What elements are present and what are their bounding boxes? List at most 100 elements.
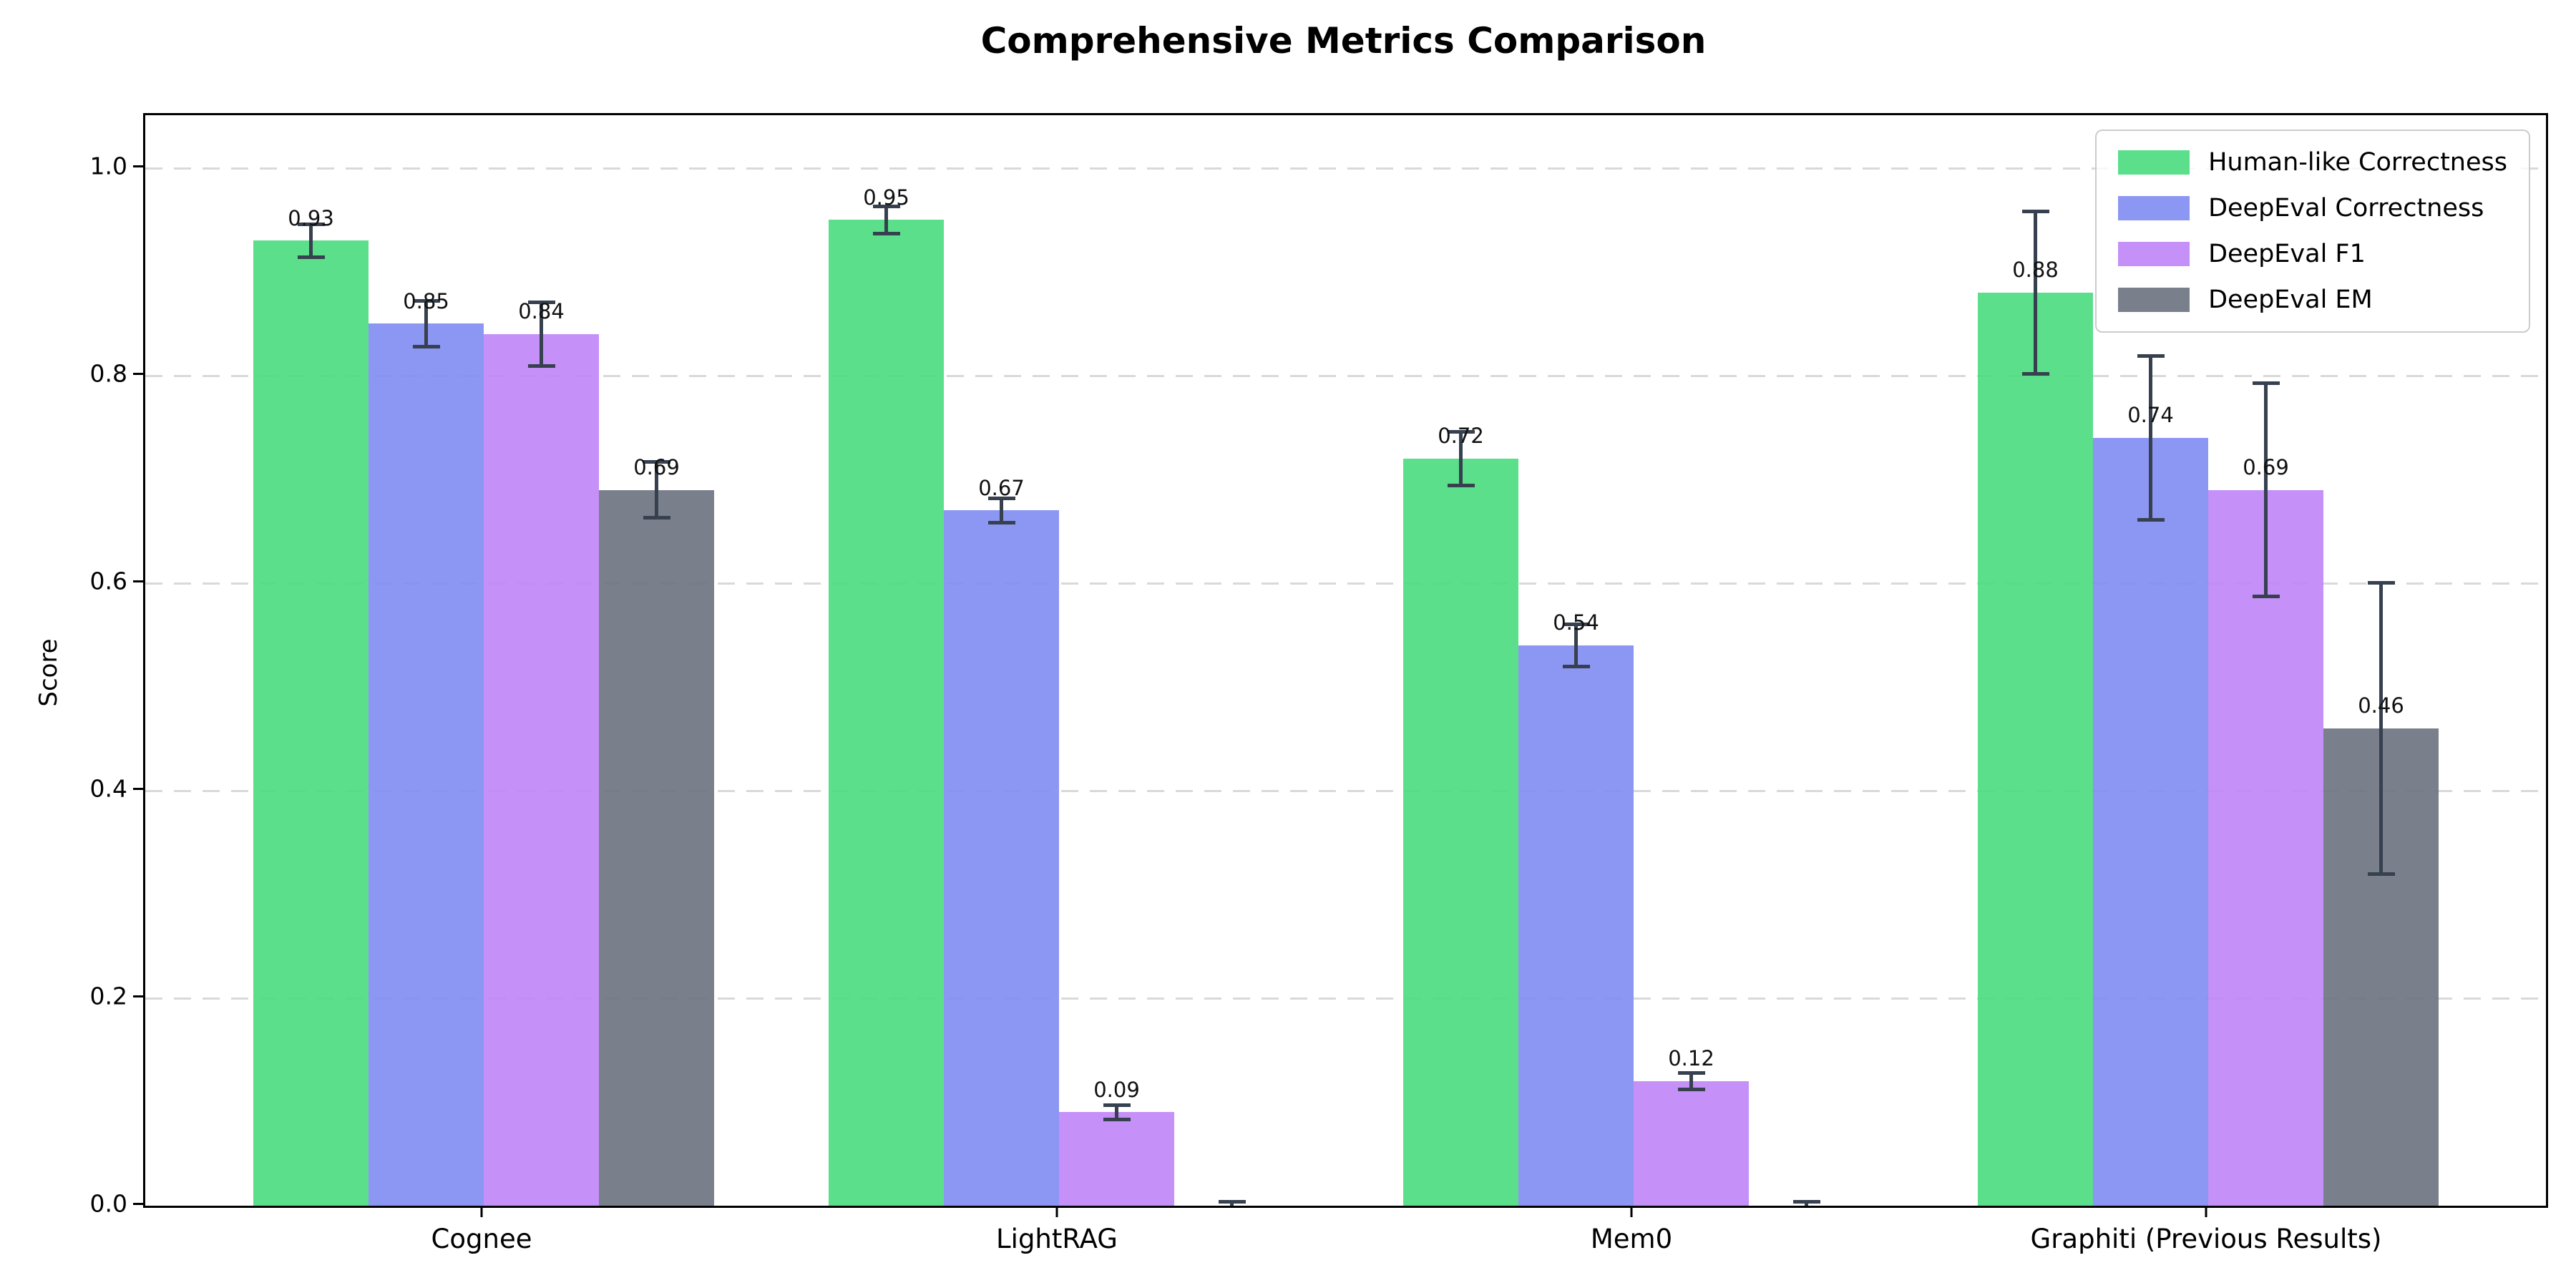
- legend-swatch: [2118, 288, 2190, 312]
- legend-item-label: DeepEval EM: [2208, 286, 2373, 314]
- error-bar-cap: [1563, 665, 1590, 668]
- error-bar-line: [309, 224, 313, 258]
- bar: [253, 240, 369, 1206]
- error-bar-cap: [1448, 484, 1475, 487]
- error-bar-cap: [1448, 430, 1475, 434]
- error-bar-cap: [873, 232, 900, 235]
- x-tick-mark: [2205, 1206, 2207, 1217]
- error-bar-cap: [988, 521, 1015, 525]
- plot-area: 0.93 0.95 0.72 0.88 0.85 0.67 0.54 0.74 0.84 0.09…: [143, 113, 2548, 1208]
- error-bar-line: [540, 302, 543, 366]
- legend-item: DeepEval Correctness: [2118, 194, 2507, 223]
- legend-item-label: DeepEval Correctness: [2208, 194, 2484, 223]
- error-bar-cap: [2022, 372, 2049, 376]
- bar-value-label: 0.84: [518, 299, 565, 324]
- y-tick-mark: [133, 580, 143, 582]
- bar: [1634, 1081, 1749, 1206]
- error-bar-cap: [2137, 518, 2165, 522]
- error-bar-cap: [873, 205, 900, 208]
- error-bar-cap: [1678, 1071, 1705, 1075]
- error-bar-cap: [2022, 210, 2049, 213]
- bar: [1059, 1112, 1174, 1206]
- error-bar-cap: [528, 301, 555, 304]
- error-bar-cap: [298, 255, 325, 259]
- bar-value-label: 0.54: [1553, 610, 1599, 635]
- error-bar-line: [1230, 1201, 1234, 1206]
- legend-item-label: DeepEval F1: [2208, 240, 2366, 268]
- error-bar-cap: [1219, 1200, 1246, 1204]
- error-bar-cap: [2253, 381, 2280, 385]
- y-tick-mark: [133, 165, 143, 167]
- bar-value-label: 0.85: [403, 288, 449, 313]
- legend-item-label: Human-like Correctness: [2208, 148, 2507, 177]
- bar-value-label: 0.72: [1438, 424, 1484, 449]
- bar-value-label: 0.69: [2243, 454, 2289, 479]
- y-tick-label: 0.8: [89, 359, 127, 388]
- y-tick-label: 0.4: [89, 774, 127, 803]
- error-bar-line: [2149, 356, 2152, 520]
- error-bar-line: [884, 206, 888, 234]
- y-tick-mark: [133, 788, 143, 790]
- error-bar-line: [1000, 498, 1003, 523]
- error-bar-cap: [1103, 1103, 1131, 1107]
- bar: [369, 323, 484, 1206]
- bar-value-label: 0.95: [863, 185, 909, 210]
- x-tick-label: Mem0: [1590, 1224, 1673, 1254]
- bar: [829, 220, 944, 1206]
- error-bar-cap: [1678, 1088, 1705, 1091]
- legend: Human-like Correctness DeepEval Correctne…: [2095, 130, 2530, 333]
- error-bar-line: [2379, 583, 2383, 874]
- error-bar-line: [1574, 625, 1578, 666]
- x-tick-mark: [1630, 1206, 1633, 1217]
- bar: [1403, 459, 1518, 1206]
- error-bar-cap: [2368, 872, 2395, 876]
- legend-item: DeepEval F1: [2118, 240, 2507, 268]
- bar: [599, 490, 714, 1206]
- bar-value-label: 0.46: [2358, 693, 2404, 718]
- legend-swatch: [2118, 150, 2190, 175]
- y-tick-label: 1.0: [89, 152, 127, 180]
- x-tick-label: Graphiti (Previous Results): [2030, 1224, 2382, 1254]
- y-tick-label: 0.6: [89, 567, 127, 595]
- legend-swatch: [2118, 196, 2190, 220]
- error-bar-cap: [298, 223, 325, 226]
- error-bar-cap: [643, 460, 670, 464]
- error-bar-cap: [2137, 354, 2165, 358]
- bar: [2208, 490, 2323, 1206]
- legend-item: Human-like Correctness: [2118, 148, 2507, 177]
- error-bar-cap: [1563, 623, 1590, 626]
- error-bar-line: [424, 301, 428, 347]
- legend-swatch: [2118, 242, 2190, 266]
- error-bar-line: [1689, 1073, 1693, 1090]
- y-gridline: [145, 582, 2546, 585]
- error-bar-line: [655, 462, 658, 518]
- x-tick-label: Cognee: [431, 1224, 532, 1254]
- bar: [484, 334, 599, 1206]
- bar-value-label: 0.69: [633, 454, 680, 479]
- bar: [1518, 645, 1634, 1206]
- bar-value-label: 0.12: [1668, 1046, 1714, 1071]
- y-axis-label: Score: [34, 638, 63, 707]
- y-tick-label: 0.0: [89, 1189, 127, 1218]
- error-bar-line: [2264, 383, 2268, 597]
- error-bar-cap: [1793, 1200, 1820, 1204]
- y-gridline: [145, 375, 2546, 377]
- y-tick-mark: [133, 1203, 143, 1205]
- x-tick-mark: [1055, 1206, 1058, 1217]
- error-bar-cap: [988, 497, 1015, 500]
- error-bar-line: [2034, 211, 2037, 374]
- y-tick-mark: [133, 373, 143, 375]
- bar: [944, 510, 1059, 1206]
- bar-value-label: 0.93: [288, 205, 334, 230]
- error-bar-cap: [528, 364, 555, 368]
- y-gridline: [145, 997, 2546, 1000]
- y-tick-mark: [133, 995, 143, 997]
- error-bar-line: [1459, 431, 1463, 486]
- error-bar-line: [1805, 1201, 1808, 1206]
- error-bar-cap: [2253, 595, 2280, 598]
- bar-value-label: 0.67: [978, 475, 1025, 500]
- y-gridline: [145, 167, 2546, 170]
- error-bar-cap: [2368, 581, 2395, 585]
- legend-item: DeepEval EM: [2118, 286, 2507, 314]
